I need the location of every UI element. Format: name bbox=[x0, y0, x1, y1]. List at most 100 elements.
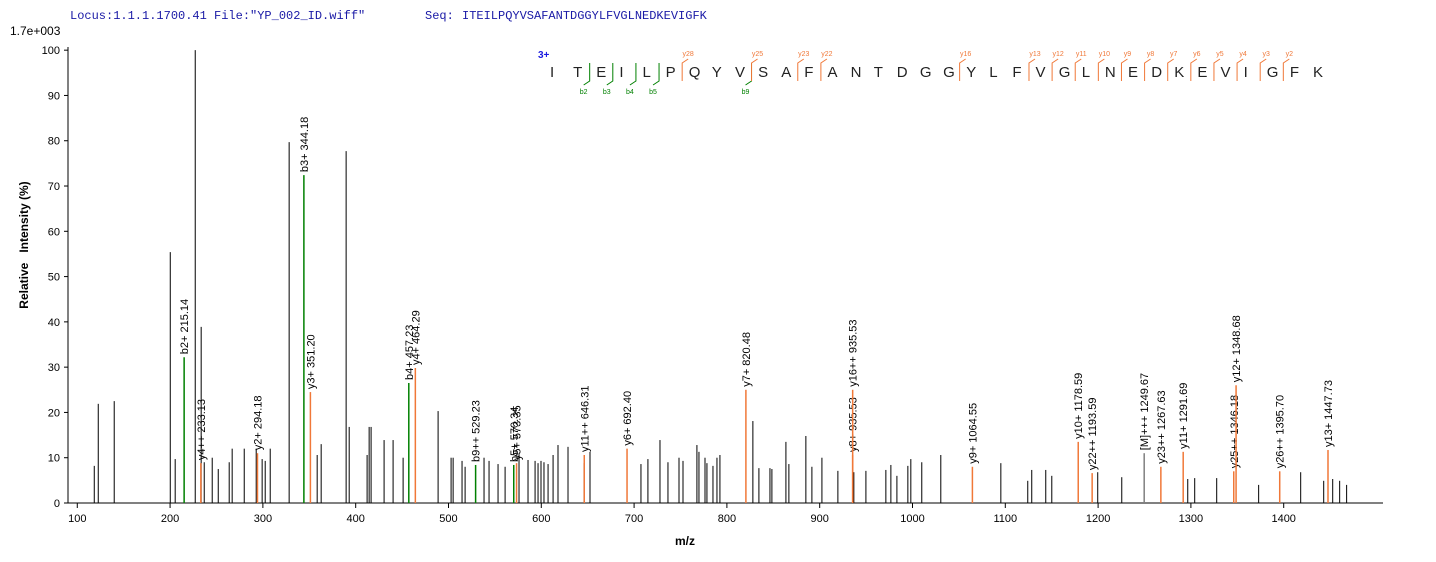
peak-label: b5+ 570.34 bbox=[509, 407, 521, 462]
y-ion-marker bbox=[1190, 58, 1198, 81]
y-tick-label: 40 bbox=[48, 317, 60, 329]
y-ion-label: y2 bbox=[1286, 51, 1294, 58]
x-tick-label: 500 bbox=[439, 513, 457, 525]
y-ion-label: y28 bbox=[683, 51, 694, 58]
x-tick-label: 1400 bbox=[1271, 513, 1295, 525]
y-tick-label: 0 bbox=[54, 498, 60, 510]
y-ion-label: y7 bbox=[1170, 51, 1178, 58]
b-ion-marker bbox=[606, 63, 614, 86]
peak-label: y6+ 692.40 bbox=[622, 391, 634, 446]
peak-label: y9+ 1064.55 bbox=[967, 403, 979, 464]
peak-label: y2+ 294.18 bbox=[252, 395, 264, 450]
y-ion-marker bbox=[1259, 58, 1267, 81]
x-tick-label: 200 bbox=[161, 513, 179, 525]
peak-label: b9++ 529.23 bbox=[471, 400, 483, 462]
x-tick-label: 1300 bbox=[1179, 513, 1203, 525]
y-ion-marker bbox=[797, 58, 805, 81]
y-ion-marker bbox=[1051, 58, 1059, 81]
y-ion-label: y22 bbox=[821, 51, 832, 58]
peak-label: y4+ 464.29 bbox=[410, 310, 422, 365]
b-ion-marker bbox=[745, 63, 753, 86]
peak-label: y11++ 646.31 bbox=[579, 386, 591, 452]
locus: Locus:1.1.1.1700.41 File:"YP_002_ID.wiff… bbox=[70, 9, 365, 23]
y-ion-label: y25 bbox=[752, 51, 763, 58]
x-tick-label: 300 bbox=[254, 513, 272, 525]
peak-label: b2+ 215.14 bbox=[179, 299, 191, 354]
y-ion-marker bbox=[1097, 58, 1105, 81]
peak-label: y12+ 1348.68 bbox=[1231, 315, 1243, 382]
y-tick-label: 60 bbox=[48, 226, 60, 238]
peak-label: y5+ 573.35 bbox=[512, 405, 524, 460]
peak-label: y7+ 820.48 bbox=[741, 332, 753, 387]
y-ion-label: y23 bbox=[798, 51, 809, 58]
x-tick-label: 400 bbox=[347, 513, 365, 525]
peak-label: y8+ 935.53 bbox=[848, 397, 860, 452]
y-ion-label: y12 bbox=[1052, 51, 1063, 58]
b-ion-label: b5 bbox=[649, 89, 657, 96]
x-tick-label: 700 bbox=[625, 513, 643, 525]
b-ion-label: b9 bbox=[742, 89, 750, 96]
peak-label: y23++ 1267.63 bbox=[1156, 390, 1168, 463]
peak-label: y11+ 1291.69 bbox=[1178, 383, 1190, 449]
y-tick-label: 90 bbox=[48, 90, 60, 102]
peak-label: y3+ 351.20 bbox=[305, 334, 317, 389]
y-tick-label: 50 bbox=[48, 272, 60, 284]
intensity-scale: 1.7e+003 bbox=[10, 24, 61, 38]
y-ion-marker bbox=[1282, 58, 1290, 81]
y-axis-label: Relative Intensity (%) bbox=[17, 181, 31, 308]
y-ion-marker bbox=[959, 58, 966, 81]
x-tick-label: 800 bbox=[718, 513, 736, 525]
y-ion-marker bbox=[1120, 58, 1128, 81]
peak-label: y22++ 1193.59 bbox=[1087, 398, 1099, 471]
y-ion-label: y9 bbox=[1124, 51, 1132, 58]
y-ion-label: y8 bbox=[1147, 51, 1155, 58]
y-ion-marker bbox=[1167, 58, 1174, 81]
seq-value: ITEILPQYVSAFANTDGGYLFVGLNEDKEVIGFK bbox=[462, 9, 708, 23]
x-tick-label: 900 bbox=[811, 513, 829, 525]
b-ion-label: b4 bbox=[626, 89, 634, 96]
charge: 3+ bbox=[538, 50, 550, 61]
y-ion-marker bbox=[1213, 58, 1221, 81]
y-ion-marker bbox=[1144, 58, 1151, 81]
y-tick-label: 30 bbox=[48, 362, 60, 374]
y-tick-label: 80 bbox=[48, 136, 60, 148]
b-ion-marker bbox=[583, 63, 591, 86]
y-ion-marker bbox=[1028, 58, 1036, 81]
x-tick-label: 1200 bbox=[1086, 513, 1110, 525]
seq-label: Seq: bbox=[425, 9, 454, 23]
y-ion-label: y11 bbox=[1076, 51, 1087, 58]
y-tick-label: 70 bbox=[48, 181, 60, 193]
peak-label: b4+ 457.23 bbox=[404, 325, 416, 380]
y-tick-label: 100 bbox=[42, 45, 60, 57]
y-ion-label: y6 bbox=[1193, 51, 1201, 58]
b-ion-marker bbox=[652, 63, 660, 86]
y-ion-label: y3 bbox=[1262, 51, 1270, 58]
peptide-sequence: ITEILPQYVSAFANTDGGYLFVGLNEDKEVIGFK bbox=[550, 64, 1323, 81]
y-ion-marker bbox=[1236, 58, 1244, 81]
y-ion-label: y5 bbox=[1216, 51, 1224, 58]
peak-label: y25++ 1346.18 bbox=[1229, 395, 1241, 468]
peak-label: y10+ 1178.59 bbox=[1073, 373, 1085, 439]
x-tick-label: 1100 bbox=[993, 513, 1017, 525]
y-ion-marker bbox=[1074, 58, 1082, 81]
y-ion-marker bbox=[751, 58, 758, 81]
y-ion-label: y4 bbox=[1239, 51, 1247, 58]
peak-label: [M]+++ 1249.67 bbox=[1139, 373, 1151, 450]
y-ion-label: y13 bbox=[1029, 51, 1040, 58]
y-tick-label: 10 bbox=[48, 453, 60, 465]
peak-label: y26++ 1395.70 bbox=[1275, 395, 1287, 468]
x-tick-label: 100 bbox=[68, 513, 86, 525]
x-tick-label: 600 bbox=[532, 513, 550, 525]
y-tick-label: 20 bbox=[48, 407, 60, 419]
y-ion-marker bbox=[681, 58, 689, 81]
peak-label: y13+ 1447.73 bbox=[1323, 380, 1335, 447]
y-ion-label: y16 bbox=[960, 51, 971, 58]
y-ion-marker bbox=[820, 58, 828, 81]
x-tick-label: 1000 bbox=[900, 513, 924, 525]
peak-label: y4++ 233.13 bbox=[196, 399, 208, 460]
b-ion-marker bbox=[629, 63, 637, 86]
b-ion-label: b3 bbox=[603, 89, 611, 96]
x-axis-label: m/z bbox=[675, 534, 695, 548]
peak-label: b3+ 344.18 bbox=[299, 117, 311, 172]
